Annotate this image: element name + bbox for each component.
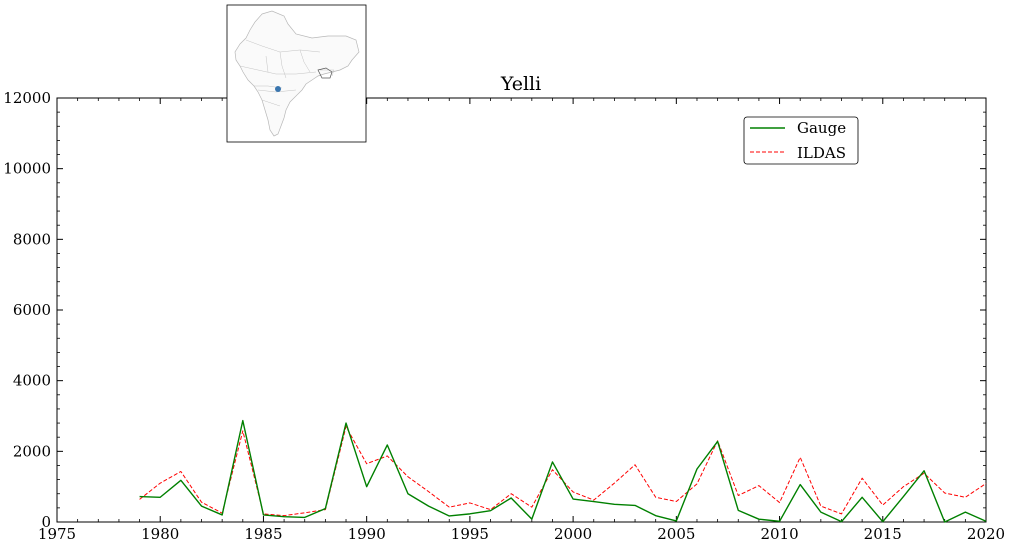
series-line-gauge bbox=[139, 419, 987, 523]
x-tick-label: 1980 bbox=[141, 525, 179, 543]
legend-ildas-label: ILDAS bbox=[797, 144, 846, 162]
y-tick-label: 10000 bbox=[3, 160, 51, 178]
y-tick-label: 6000 bbox=[13, 301, 51, 319]
y-tick-label: 2000 bbox=[13, 442, 51, 460]
india-map-icon bbox=[226, 4, 367, 143]
x-tick-label: 1985 bbox=[244, 525, 282, 543]
y-tick-label: 4000 bbox=[13, 372, 51, 390]
y-tick-label: 0 bbox=[41, 513, 51, 531]
x-tick-label: 2015 bbox=[864, 525, 902, 543]
inset-map-bay-region bbox=[317, 67, 333, 79]
x-tick-label: 1975 bbox=[38, 525, 76, 543]
chart-title: Yelli bbox=[500, 73, 541, 95]
x-tick-label: 2005 bbox=[657, 525, 695, 543]
x-tick-label: 1990 bbox=[348, 525, 386, 543]
y-tick-label: 8000 bbox=[13, 230, 51, 248]
legend-frame bbox=[743, 116, 859, 165]
series-line-ildas bbox=[139, 426, 987, 517]
inset-map-internal-borders bbox=[239, 39, 335, 107]
series-layer bbox=[139, 419, 987, 523]
y-tick-label: 12000 bbox=[3, 89, 51, 107]
legend: Gauge ILDAS bbox=[743, 116, 859, 165]
inset-map-gauge-marker bbox=[275, 86, 281, 92]
x-tick-label: 1995 bbox=[451, 525, 489, 543]
x-tick-label: 2020 bbox=[967, 525, 1005, 543]
x-tick-label: 2010 bbox=[760, 525, 798, 543]
x-tick-label: 2000 bbox=[554, 525, 592, 543]
ticks: 1975 1980 1985 1990 1995 2000 2005 2010 2015 2020… bbox=[3, 89, 1005, 543]
inset-map-outline bbox=[234, 10, 360, 137]
legend-gauge-label: Gauge bbox=[797, 119, 846, 137]
